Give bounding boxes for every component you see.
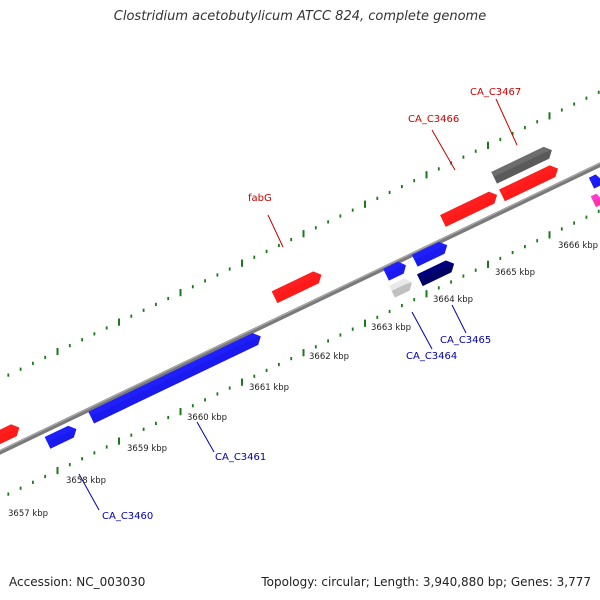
gene-features <box>0 146 600 449</box>
gene-fabG <box>271 271 322 304</box>
gene-label-CA_C3466[interactable]: CA_C3466 <box>408 114 459 125</box>
tick-label-3657: 3657 kbp <box>8 509 48 519</box>
map-title: Clostridium acetobutylicum ATCC 824, com… <box>113 9 487 24</box>
leader-line <box>495 98 518 146</box>
leader-line <box>411 311 433 350</box>
tick-label-3661: 3661 kbp <box>249 383 289 393</box>
leader-line <box>431 129 456 171</box>
leader-line <box>267 214 284 248</box>
gene-right-edge-blue <box>588 174 600 189</box>
gene-CA_C3467-bevel <box>491 146 552 177</box>
gene-right-edge-magenta <box>590 193 600 208</box>
gene-CA_C3461 <box>88 333 261 424</box>
genome-backbone-highlight <box>0 162 600 452</box>
gene-label-CA_C3461[interactable]: CA_C3461 <box>215 452 266 463</box>
gene-label-CA_C3460[interactable]: CA_C3460 <box>102 511 153 522</box>
gene-CA_C3466 <box>440 191 498 227</box>
gene-reverse-small-bevel <box>383 261 406 274</box>
accession-text: Accession: NC_003030 <box>9 575 146 589</box>
label-leaders <box>78 98 518 511</box>
gene-right-edge-blue-bevel <box>588 174 600 183</box>
gene-forward-left-edge-bevel <box>0 424 20 442</box>
tick-label-3660: 3660 kbp <box>187 413 227 423</box>
tick-label-3663: 3663 kbp <box>371 323 411 333</box>
gene-CA_C3460-bevel <box>44 425 77 443</box>
leader-line <box>196 421 215 453</box>
leader-line <box>78 473 100 511</box>
gene-CA_C3467 <box>491 146 552 184</box>
gene-CA_C3460 <box>44 425 77 449</box>
gene-forward-left-edge <box>0 424 20 449</box>
leader-line <box>451 304 467 334</box>
gene-CA_C3466-bevel <box>440 191 498 221</box>
gene-CA_C3461-bevel <box>88 333 261 417</box>
gene-CA_C3467-red-bevel <box>499 165 558 195</box>
gene-CA_C3465-bevel <box>417 260 455 280</box>
gene-CA_C3464-bevel <box>389 278 412 291</box>
gene-CA_C3464 <box>389 278 412 298</box>
gene-fabG-bevel <box>271 271 322 297</box>
gene-CA_C3467-red <box>499 165 558 202</box>
gene-label-CA_C3465[interactable]: CA_C3465 <box>440 335 491 346</box>
gene-label-CA_C3467[interactable]: CA_C3467 <box>470 87 521 98</box>
gene-reverse-mid <box>411 241 448 267</box>
tick-marks <box>7 90 600 496</box>
tick-label-3658: 3658 kbp <box>66 476 106 486</box>
gene-label-CA_C3464[interactable]: CA_C3464 <box>406 351 457 362</box>
gene-label-fabG[interactable]: fabG <box>248 193 272 204</box>
gene-right-edge-magenta-bevel <box>590 193 600 201</box>
gene-CA_C3465 <box>417 260 455 287</box>
tick-label-3665: 3665 kbp <box>495 268 535 278</box>
tick-label-3662: 3662 kbp <box>309 352 349 362</box>
tick-label-3664: 3664 kbp <box>433 295 473 305</box>
genome-summary-text: Topology: circular; Length: 3,940,880 bp… <box>261 575 591 589</box>
tick-label-3659: 3659 kbp <box>127 444 167 454</box>
gene-reverse-mid-bevel <box>411 241 448 260</box>
tick-label-3666: 3666 kbp <box>558 241 598 251</box>
genome-backbone <box>0 162 600 455</box>
gene-reverse-small <box>383 261 406 281</box>
